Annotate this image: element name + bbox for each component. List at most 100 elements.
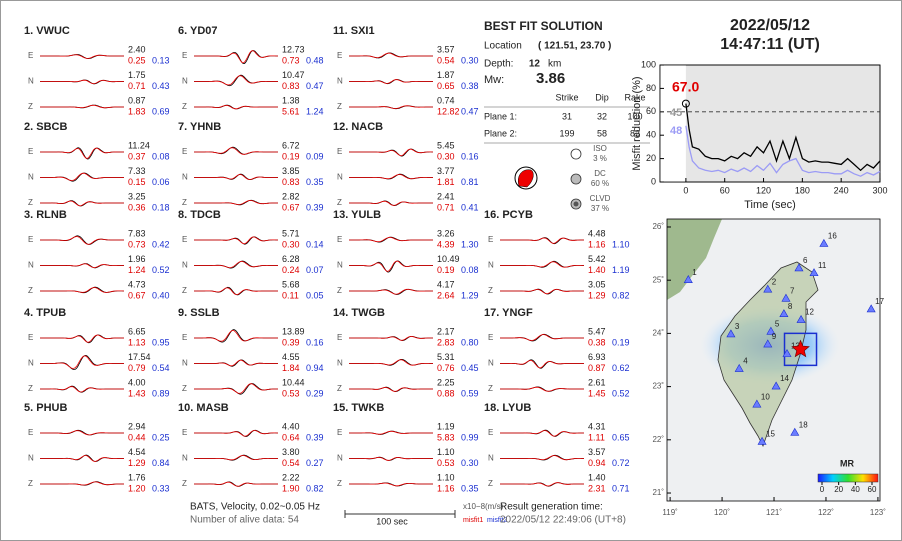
component: N bbox=[488, 261, 494, 270]
x-tick-label: 120 bbox=[756, 185, 771, 195]
amplitude: 10.49 bbox=[437, 254, 460, 264]
amplitude: 1.38 bbox=[282, 95, 300, 105]
station-marker bbox=[766, 326, 776, 335]
amplitude: 1.76 bbox=[128, 472, 146, 482]
component: Z bbox=[488, 479, 493, 488]
component: Z bbox=[337, 384, 342, 393]
component: E bbox=[28, 235, 33, 244]
amplitude: 7.33 bbox=[128, 166, 146, 176]
amplitude: 2.94 bbox=[128, 421, 146, 431]
lon-tick-label: 121˚ bbox=[766, 508, 782, 517]
amplitude: 0.74 bbox=[437, 95, 455, 105]
plane-value: 83 bbox=[630, 128, 640, 138]
misfit2: 1.29 bbox=[461, 290, 479, 300]
amplitude: 2.82 bbox=[282, 191, 300, 201]
amplitude: 3.57 bbox=[588, 447, 606, 457]
misfit2: 0.84 bbox=[152, 458, 170, 468]
component: N bbox=[337, 173, 343, 182]
misfit2: 0.52 bbox=[612, 388, 630, 398]
misfit2: 0.18 bbox=[152, 202, 170, 212]
amplitude: 4.31 bbox=[588, 421, 606, 431]
colorbar-label: 0 bbox=[820, 485, 825, 494]
synthetic-trace bbox=[194, 236, 278, 245]
component: N bbox=[182, 359, 188, 368]
synthetic-trace bbox=[349, 335, 433, 341]
misfit1: 0.88 bbox=[437, 388, 455, 398]
synthetic-trace bbox=[349, 359, 433, 366]
station-title: 2. SBCB bbox=[24, 121, 67, 133]
synthetic-trace bbox=[40, 287, 124, 293]
station-marker bbox=[771, 381, 781, 390]
misfit1: 0.73 bbox=[282, 55, 300, 65]
amplitude: 10.47 bbox=[282, 70, 305, 80]
synthetic-trace bbox=[349, 288, 433, 295]
plot-pre-region bbox=[660, 65, 686, 182]
station-label: 6 bbox=[803, 256, 808, 265]
station-marker bbox=[809, 268, 819, 277]
station-title: 12. NACB bbox=[333, 121, 383, 133]
station-title: 14. TWGB bbox=[333, 307, 385, 319]
synthetic-trace bbox=[500, 455, 584, 461]
alive-count: Number of alive data: 54 bbox=[190, 515, 299, 526]
station-marker bbox=[794, 263, 804, 272]
amplitude: 5.45 bbox=[437, 140, 455, 150]
component: E bbox=[28, 333, 33, 342]
station-label: 4 bbox=[743, 357, 748, 366]
scale-label: 100 sec bbox=[376, 516, 408, 526]
misfit1: 0.73 bbox=[128, 239, 146, 249]
misfit1: 0.83 bbox=[282, 81, 300, 91]
amplitude: 3.05 bbox=[588, 279, 606, 289]
synthetic-trace bbox=[40, 263, 124, 268]
amplitude: 3.85 bbox=[282, 166, 300, 176]
misfit1: 12.82 bbox=[437, 106, 460, 116]
amplitude: 4.40 bbox=[282, 421, 300, 431]
misfit1: 0.36 bbox=[128, 202, 146, 212]
station-title: 10. MASB bbox=[178, 402, 229, 414]
amplitude: 6.65 bbox=[128, 326, 146, 336]
amplitude: 4.73 bbox=[128, 279, 146, 289]
station-title: 4. TPUB bbox=[24, 307, 66, 319]
amplitude: 13.89 bbox=[282, 326, 305, 336]
synthetic-trace bbox=[349, 430, 433, 435]
generation-label: Result generation time: bbox=[500, 502, 603, 513]
amplitude: 1.96 bbox=[128, 254, 146, 264]
synthetic-trace bbox=[349, 174, 433, 180]
misfit1: 1.29 bbox=[588, 290, 606, 300]
y-tick-label: 100 bbox=[641, 59, 656, 69]
misfit1: 4.39 bbox=[437, 239, 455, 249]
component: E bbox=[337, 235, 342, 244]
amplitude: 10.44 bbox=[282, 377, 305, 387]
component: E bbox=[488, 235, 493, 244]
component: N bbox=[182, 77, 188, 86]
best-marker bbox=[681, 99, 690, 108]
misfit-line bbox=[685, 103, 881, 172]
y-tick-label: 0 bbox=[651, 176, 656, 186]
lat-tick-label: 21˚ bbox=[652, 488, 664, 497]
component: N bbox=[488, 454, 494, 463]
lat-tick-label: 25˚ bbox=[652, 275, 664, 284]
amplitude: 2.40 bbox=[128, 44, 146, 54]
misfit2: 0.48 bbox=[306, 55, 324, 65]
component: N bbox=[182, 261, 188, 270]
station-title: 17. YNGF bbox=[484, 307, 533, 319]
station-label: 1 bbox=[692, 268, 697, 277]
synthetic-trace bbox=[349, 79, 433, 84]
misfit2: 0.54 bbox=[152, 363, 170, 373]
misfit2: 1.10 bbox=[612, 239, 630, 249]
synthetic-trace bbox=[40, 79, 124, 85]
synthetic-trace bbox=[194, 50, 278, 64]
misfit2: 0.16 bbox=[461, 151, 479, 161]
misfit1: 0.37 bbox=[128, 151, 146, 161]
misfit2: 0.08 bbox=[461, 265, 479, 275]
x-tick-label: 180 bbox=[795, 185, 810, 195]
station-marker bbox=[819, 238, 829, 247]
misfit2: 0.42 bbox=[152, 239, 170, 249]
amplitude: 1.87 bbox=[437, 70, 455, 80]
synthetic-trace bbox=[194, 329, 278, 342]
component: E bbox=[182, 333, 187, 342]
synthetic-trace bbox=[194, 104, 278, 110]
synthetic-trace bbox=[349, 236, 433, 243]
amplitude: 2.22 bbox=[282, 472, 300, 482]
misfit2: 0.94 bbox=[306, 363, 324, 373]
component: Z bbox=[182, 286, 187, 295]
